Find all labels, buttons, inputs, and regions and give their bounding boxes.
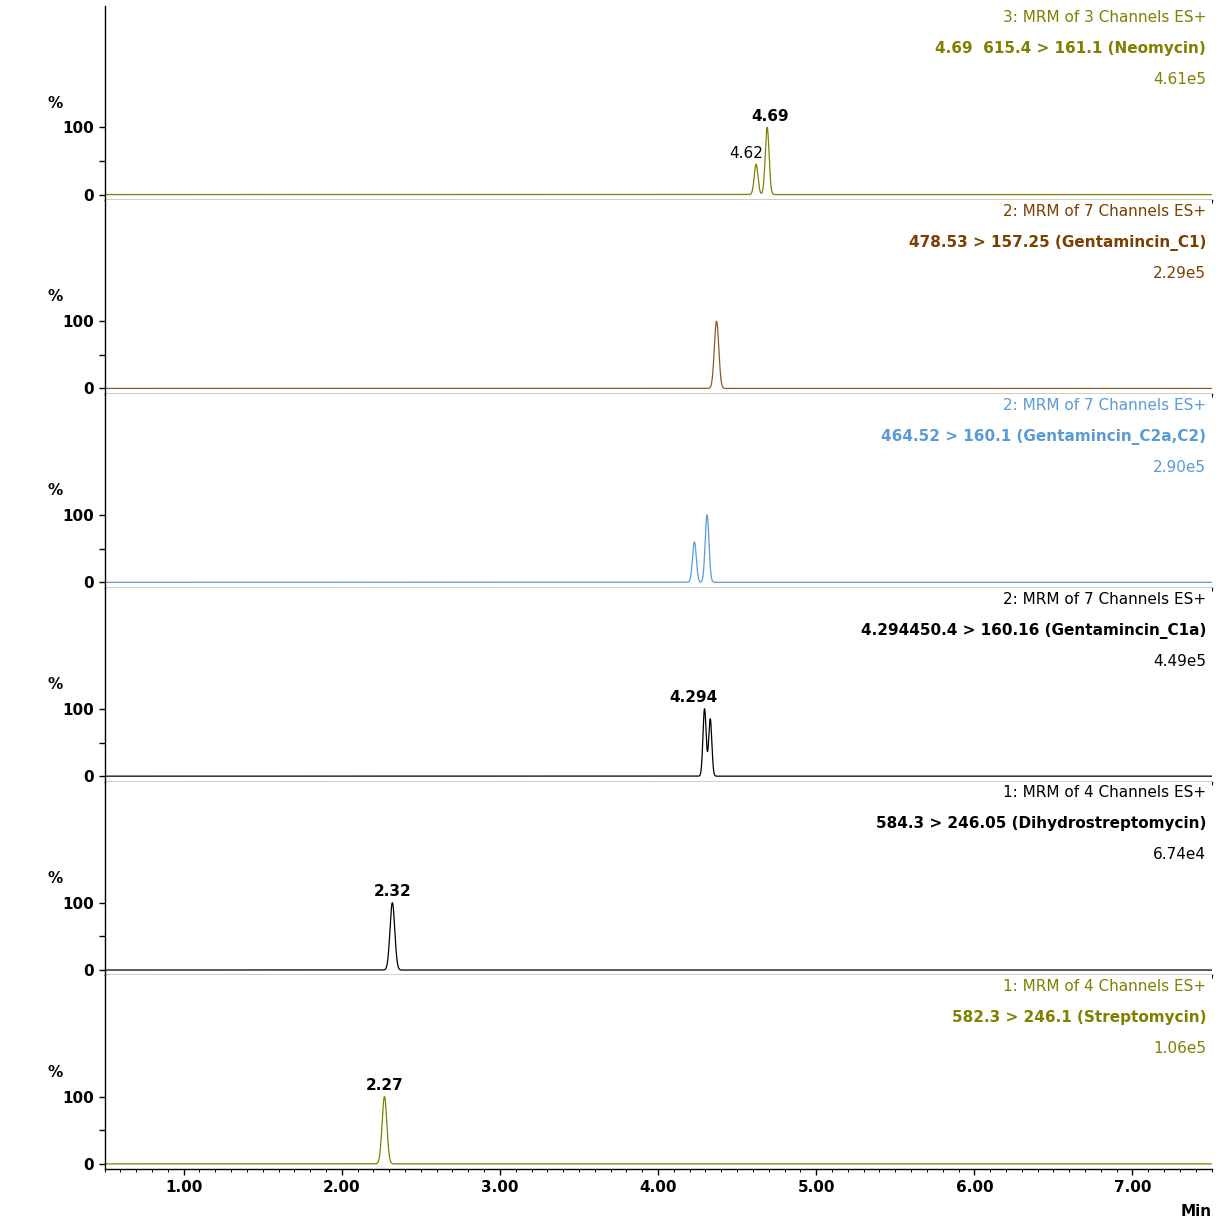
Text: Min: Min xyxy=(1181,1205,1212,1218)
Text: 2.29e5: 2.29e5 xyxy=(1153,266,1205,281)
Y-axis label: %: % xyxy=(48,95,63,111)
Text: 2: MRM of 7 Channels ES+: 2: MRM of 7 Channels ES+ xyxy=(1002,398,1205,413)
Text: 3: MRM of 3 Channels ES+: 3: MRM of 3 Channels ES+ xyxy=(1002,10,1205,24)
Text: 4.49e5: 4.49e5 xyxy=(1153,654,1205,669)
Text: 4.69: 4.69 xyxy=(752,108,790,124)
Text: 2.32: 2.32 xyxy=(374,884,411,899)
Y-axis label: %: % xyxy=(48,484,63,498)
Text: 4.69  615.4 > 161.1 (Neomycin): 4.69 615.4 > 161.1 (Neomycin) xyxy=(935,41,1205,56)
Text: 2.27: 2.27 xyxy=(365,1078,403,1094)
Text: 4.294450.4 > 160.16 (Gentamincin_C1a): 4.294450.4 > 160.16 (Gentamincin_C1a) xyxy=(861,622,1205,638)
Text: 2.90e5: 2.90e5 xyxy=(1153,459,1205,475)
Y-axis label: %: % xyxy=(48,1065,63,1080)
Text: 478.53 > 157.25 (Gentamincin_C1): 478.53 > 157.25 (Gentamincin_C1) xyxy=(909,235,1205,251)
Text: 4.294: 4.294 xyxy=(669,691,717,705)
Text: 584.3 > 246.05 (Dihydrostreptomycin): 584.3 > 246.05 (Dihydrostreptomycin) xyxy=(876,816,1205,832)
Y-axis label: %: % xyxy=(48,677,63,692)
Text: 2: MRM of 7 Channels ES+: 2: MRM of 7 Channels ES+ xyxy=(1002,203,1205,219)
Y-axis label: %: % xyxy=(48,871,63,885)
Text: 4.62: 4.62 xyxy=(729,146,764,161)
Y-axis label: %: % xyxy=(48,290,63,304)
Text: 1: MRM of 4 Channels ES+: 1: MRM of 4 Channels ES+ xyxy=(1002,979,1205,994)
Text: 1.06e5: 1.06e5 xyxy=(1153,1041,1205,1056)
Text: 464.52 > 160.1 (Gentamincin_C2a,C2): 464.52 > 160.1 (Gentamincin_C2a,C2) xyxy=(881,429,1205,445)
Text: 2: MRM of 7 Channels ES+: 2: MRM of 7 Channels ES+ xyxy=(1002,592,1205,607)
Text: 6.74e4: 6.74e4 xyxy=(1153,848,1205,862)
Text: 582.3 > 246.1 (Streptomycin): 582.3 > 246.1 (Streptomycin) xyxy=(952,1010,1205,1026)
Text: 4.61e5: 4.61e5 xyxy=(1153,72,1205,86)
Text: 1: MRM of 4 Channels ES+: 1: MRM of 4 Channels ES+ xyxy=(1002,786,1205,800)
